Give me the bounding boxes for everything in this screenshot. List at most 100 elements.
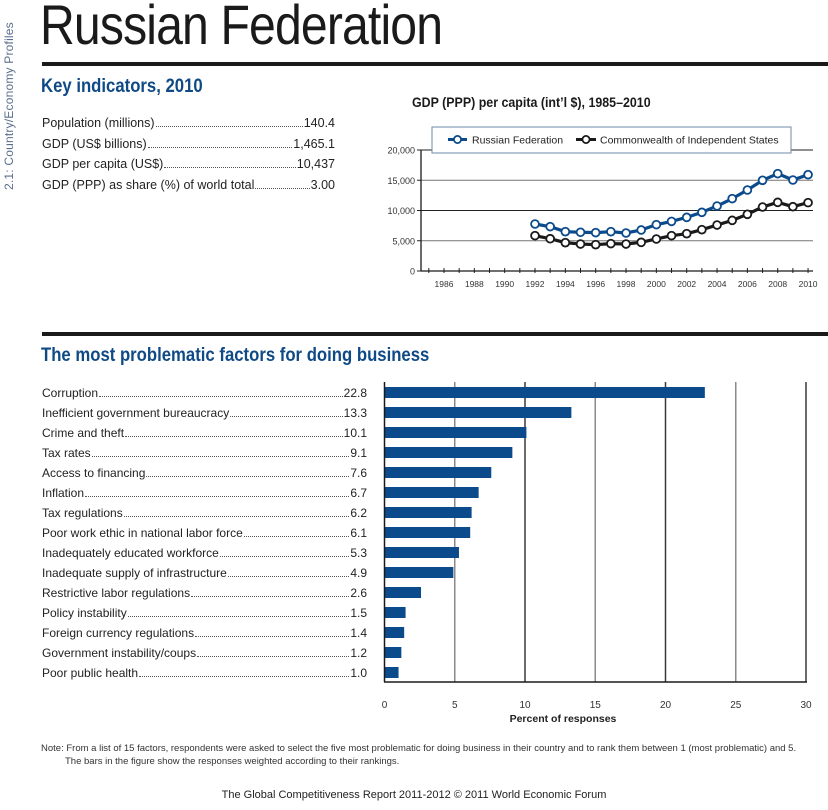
factor-row: Government instability/coups 1.2 <box>42 643 367 663</box>
leader-dots <box>85 495 350 497</box>
data-point-cis <box>712 220 722 230</box>
factor-value-label: 5.3 <box>350 546 367 560</box>
factor-row: Poor work ethic in national labor force 6… <box>42 523 367 543</box>
x-tick-label: 10 <box>519 700 531 711</box>
bar <box>384 527 471 538</box>
data-point-cis <box>651 234 662 244</box>
data-point-russia <box>575 227 586 238</box>
factor-row: Inefficient government bureaucracy 13.3 <box>42 403 367 423</box>
data-point-russia <box>560 226 571 237</box>
factor-label: Tax rates <box>42 446 91 460</box>
data-point-cis <box>742 209 753 220</box>
factor-value-label: 22.8 <box>343 386 367 400</box>
leader-dots <box>195 635 350 637</box>
factor-value-label: 9.1 <box>350 446 367 460</box>
x-tick-label: 1992 <box>526 279 545 289</box>
indicator-value: 140.4 <box>303 116 335 130</box>
data-point-russia <box>772 168 783 179</box>
factors-heading: The most problematic factors for doing b… <box>41 345 430 366</box>
factor-row: Inflation 6.7 <box>42 483 367 503</box>
factor-row: Access to financing 7.6 <box>42 463 367 483</box>
line-chart-gridlines <box>421 149 813 242</box>
data-point-russia <box>651 219 662 230</box>
data-point-cis <box>727 215 738 226</box>
data-point-russia <box>666 216 677 227</box>
x-tick-label: 2004 <box>708 279 727 289</box>
data-point-russia <box>803 169 813 180</box>
factor-label: Policy instability <box>42 606 127 620</box>
data-point-cis <box>530 230 540 241</box>
data-point-russia <box>590 227 601 238</box>
x-tick-label: 1998 <box>617 279 636 289</box>
bar <box>384 467 492 478</box>
leader-dots <box>164 166 296 168</box>
data-point-russia <box>530 219 540 229</box>
y-tick-label: 5,000 <box>392 236 415 246</box>
x-tick-label: 2000 <box>647 279 666 289</box>
leader-dots <box>191 595 350 597</box>
factor-label: Corruption <box>42 386 99 400</box>
bar-chart-x-label: Percent of responses <box>510 713 617 725</box>
bar <box>384 627 405 638</box>
bar <box>384 567 454 578</box>
x-tick-label: 1986 <box>435 279 454 289</box>
leader-dots <box>123 515 350 517</box>
note-text: From a list of 15 factors, respondents w… <box>65 743 797 767</box>
factor-label: Government instability/coups <box>42 646 197 660</box>
data-point-russia <box>727 193 738 204</box>
factor-label: Inadequately educated workforce <box>42 546 219 560</box>
indicator-value: 1,465.1 <box>293 136 335 151</box>
note: Note: From a list of 15 factors, respond… <box>41 742 811 768</box>
data-point-cis <box>575 239 586 249</box>
x-tick-label: 1994 <box>556 279 575 289</box>
data-point-cis <box>697 224 707 235</box>
factor-row: Restrictive labor regulations 2.6 <box>42 583 367 603</box>
factor-row: Tax regulations 6.2 <box>42 503 367 523</box>
bar-chart-gridlines <box>454 382 807 682</box>
line-chart-y-ticks: 0 5,000 10,000 15,000 20,000 <box>387 146 421 277</box>
y-tick-label: 10,000 <box>387 206 415 216</box>
gdp-line-chart: 0 5,000 10,000 15,000 20,000 1986 1988 1990 199… <box>387 126 818 289</box>
indicator-row: GDP per capita (US$) 10,437 <box>42 154 335 175</box>
x-tick-label: 2006 <box>738 279 757 289</box>
leader-dots <box>127 615 350 617</box>
factor-value-label: 13.3 <box>343 406 367 420</box>
data-point-russia <box>712 201 722 211</box>
x-tick-label: 15 <box>590 700 602 711</box>
key-indicators-list: Population (millions) 140.4 GDP (US$ bill… <box>42 113 335 195</box>
data-point-cis <box>545 233 555 244</box>
factor-value-label: 10.1 <box>343 426 367 440</box>
legend-label-russia: Russian Federation <box>472 135 563 147</box>
leader-dots <box>125 435 343 437</box>
legend-marker-russia <box>452 134 462 144</box>
indicator-label: GDP (US$ billions) <box>42 136 147 151</box>
factor-row: Tax rates 9.1 <box>42 443 367 463</box>
y-tick-label: 20,000 <box>387 146 415 156</box>
key-indicators-heading: Key indicators, 2010 <box>41 76 203 97</box>
line-chart-series <box>530 168 813 250</box>
x-tick-label: 1990 <box>495 279 514 289</box>
data-point-russia <box>697 207 707 218</box>
factor-value-label: 7.6 <box>350 466 367 480</box>
indicator-label: GDP (PPP) as share (%) of world total <box>42 177 255 192</box>
x-tick-label: 2002 <box>677 279 696 289</box>
bar <box>384 667 399 678</box>
leader-dots <box>147 146 293 148</box>
indicator-row: Population (millions) 140.4 <box>42 113 335 134</box>
x-tick-label: 30 <box>800 700 812 711</box>
indicator-value: 10,437 <box>296 157 335 171</box>
factor-value-label: 1.4 <box>350 626 367 640</box>
data-point-russia <box>606 226 616 237</box>
data-point-cis <box>606 238 616 249</box>
indicator-label: Population (millions) <box>42 116 155 130</box>
factor-row: Foreign currency regulations 1.4 <box>42 623 367 643</box>
leader-dots <box>219 555 350 557</box>
y-tick-label: 15,000 <box>387 176 415 186</box>
factor-value-label: 6.2 <box>350 506 367 520</box>
leader-dots <box>227 575 350 577</box>
factor-value-label: 4.9 <box>350 566 367 580</box>
data-point-cis <box>621 239 631 249</box>
footer-credit: The Global Competitiveness Report 2011-2… <box>221 789 607 801</box>
indicator-value: 3.00 <box>310 177 335 192</box>
note-label: Note: <box>41 743 64 754</box>
